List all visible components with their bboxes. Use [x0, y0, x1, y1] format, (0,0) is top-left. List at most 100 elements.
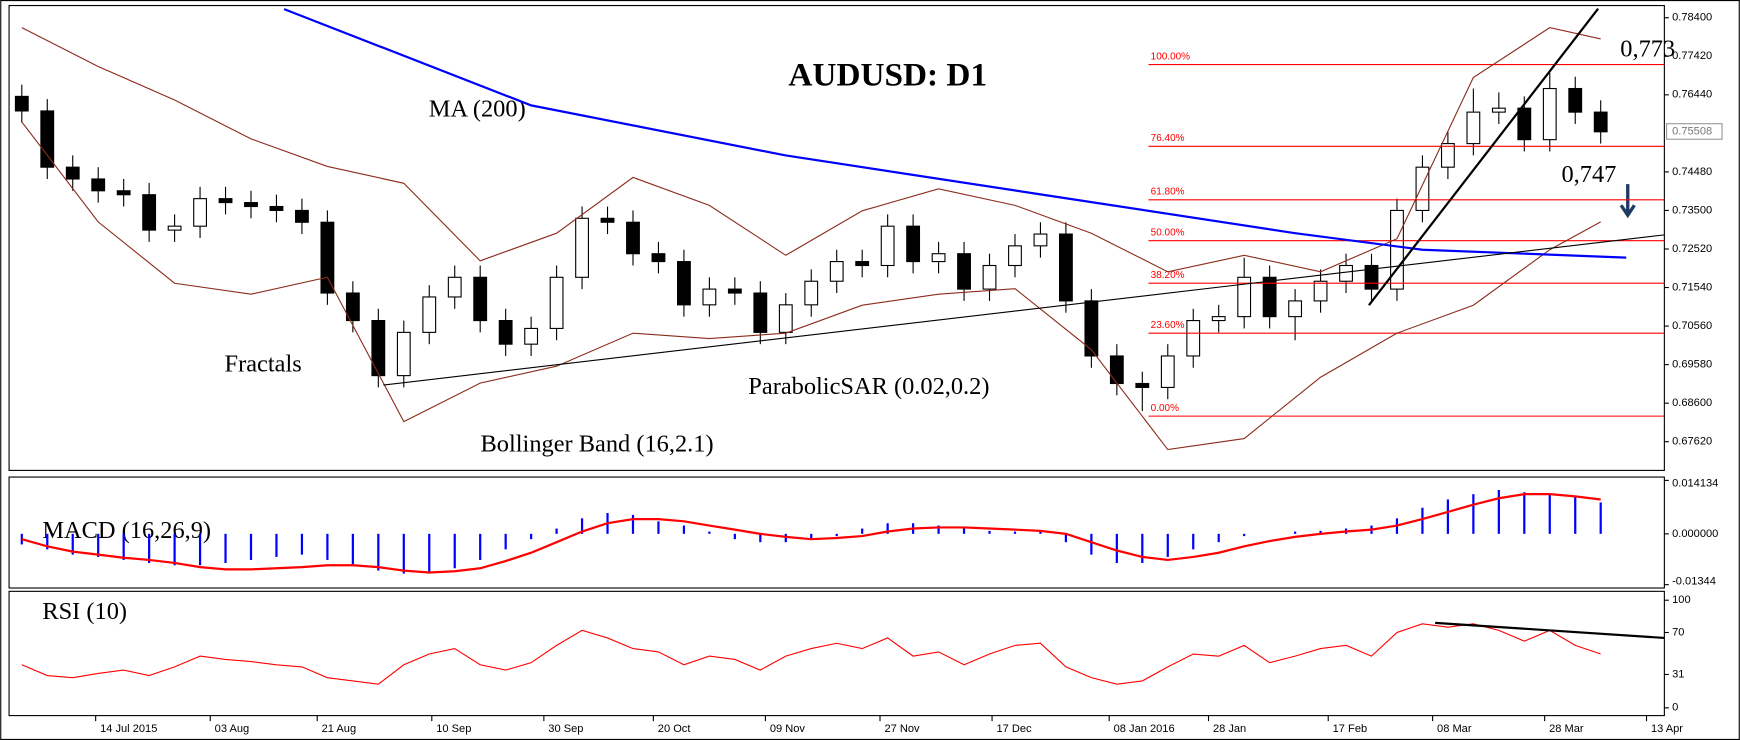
candle-body — [498, 320, 513, 345]
x-tick-label: 08 Jan 2016 — [1114, 723, 1175, 735]
y-tick-label: 0.73500 — [1672, 204, 1712, 216]
y-tick-label: 0.77420 — [1672, 50, 1712, 62]
histogram-bar — [810, 533, 813, 540]
candle-body — [167, 225, 182, 231]
annotation: 0,773 — [1620, 36, 1675, 63]
fib-label: 23.60% — [1151, 320, 1185, 331]
histogram-bar — [1217, 533, 1220, 543]
candle-body — [345, 292, 360, 322]
candle-body — [473, 276, 488, 322]
y-tick-label: 0.000000 — [1672, 528, 1718, 540]
candle-body — [651, 253, 666, 263]
fib-label: 76.40% — [1151, 133, 1185, 144]
fib-label: 50.00% — [1151, 228, 1185, 239]
candle-body — [524, 327, 539, 345]
rsi-line — [21, 623, 1601, 685]
candle-body — [982, 264, 997, 290]
y-tick-label: 0.72520 — [1672, 243, 1712, 255]
candle-body — [1466, 111, 1481, 145]
candle-body — [447, 276, 462, 298]
candle-body — [40, 110, 55, 168]
histogram-bar — [326, 533, 329, 560]
candle-body — [855, 261, 870, 267]
candle-body — [218, 198, 233, 204]
overlay-line — [283, 8, 1627, 259]
histogram-bar — [198, 533, 202, 566]
overlay-line — [383, 234, 1665, 386]
y-tick-label: 0.74480 — [1672, 166, 1712, 178]
rsi-panel — [8, 590, 1665, 717]
histogram-bar — [1421, 507, 1424, 534]
histogram-bar — [1192, 533, 1195, 550]
candle-body — [778, 304, 793, 333]
x-tick-label: 14 Jul 2015 — [100, 723, 157, 735]
x-tick-label: 21 Aug — [322, 723, 356, 735]
histogram-bar — [733, 533, 736, 540]
histogram-bar — [1293, 531, 1297, 534]
y-tick-label: 0.014134 — [1672, 478, 1718, 490]
x-tick-label: 17 Dec — [996, 723, 1032, 735]
y-tick-label: 31 — [1672, 668, 1684, 680]
fib-label: 0.00% — [1151, 403, 1179, 414]
annotation: MA (200) — [429, 96, 526, 123]
y-tick-label: 0.76440 — [1672, 89, 1712, 101]
overlay-line — [21, 121, 1601, 451]
candle-body — [600, 217, 615, 223]
histogram-bar — [784, 533, 787, 543]
panel-title: MACD (16,26,9) — [42, 517, 211, 544]
histogram-bar — [148, 533, 151, 563]
candle-body — [626, 221, 640, 255]
candle-body — [1568, 87, 1583, 113]
candle-body — [1237, 276, 1252, 318]
histogram-bar — [1497, 489, 1500, 534]
candle-body — [371, 320, 386, 377]
candle-body — [753, 292, 768, 333]
histogram-bar — [1574, 497, 1577, 534]
fib-label: 38.20% — [1151, 270, 1185, 281]
overlay-line — [21, 27, 1601, 273]
candle-body — [931, 253, 946, 263]
histogram-bar — [1599, 502, 1602, 534]
histogram-bar — [428, 533, 431, 574]
candle-body — [1033, 233, 1048, 247]
histogram-bar — [835, 533, 838, 537]
candle-body — [142, 194, 157, 231]
histogram-bar — [479, 533, 482, 560]
x-tick-label: 09 Nov — [770, 723, 806, 735]
x-tick-label: 30 Sep — [548, 723, 583, 735]
histogram-bar — [1064, 533, 1068, 543]
candle-body — [676, 261, 691, 306]
candle-body — [295, 209, 309, 223]
y-tick-label: 0.67620 — [1672, 436, 1712, 448]
y-tick-label: 0.70560 — [1672, 320, 1712, 332]
candle-body — [1186, 320, 1201, 357]
histogram-bar — [1166, 533, 1169, 557]
histogram-bar — [886, 523, 889, 534]
macd-panel — [8, 476, 1665, 589]
candle-body — [1135, 382, 1150, 388]
candle-body — [1390, 209, 1404, 290]
histogram-bar — [1523, 492, 1526, 534]
x-tick-label: 28 Jan — [1213, 723, 1246, 735]
candle-body — [116, 190, 131, 196]
candle-body — [1109, 355, 1124, 385]
histogram-bar — [555, 528, 558, 534]
annotation: Bollinger Band (16,2.1) — [481, 431, 714, 458]
y-tick-label: 0 — [1672, 702, 1678, 714]
histogram-bar — [1115, 533, 1118, 563]
candle-body — [1491, 107, 1506, 113]
histogram-bar — [708, 531, 711, 534]
candle-body — [1008, 245, 1022, 267]
histogram-bar — [20, 533, 23, 545]
x-tick-label: 03 Aug — [215, 723, 249, 735]
candle-body — [1517, 107, 1532, 141]
histogram-bar — [402, 533, 405, 574]
y-tick-label: 70 — [1672, 626, 1684, 638]
candle-body — [1415, 166, 1430, 212]
x-tick-label: 10 Sep — [436, 723, 471, 735]
histogram-bar — [249, 533, 253, 560]
histogram-bar — [224, 533, 227, 563]
histogram-bar — [46, 533, 49, 550]
